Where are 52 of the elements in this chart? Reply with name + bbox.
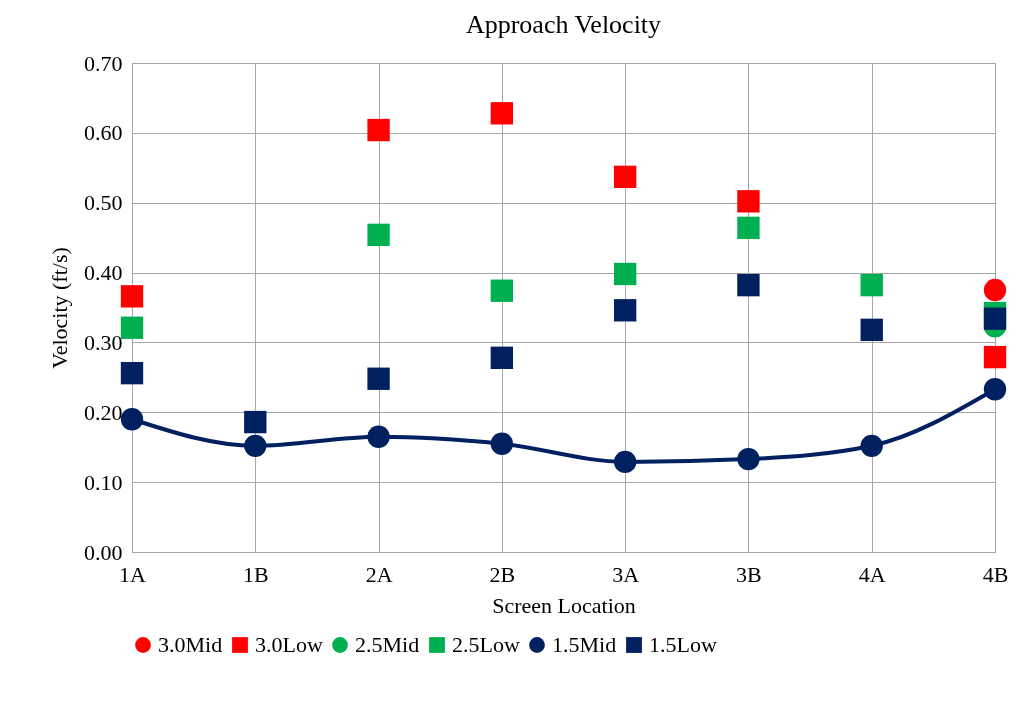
point — [860, 273, 883, 297]
point — [490, 346, 514, 369]
y-tick-label: 0.50 — [84, 190, 123, 216]
point — [737, 273, 760, 297]
y-tick-label: 0.40 — [84, 260, 123, 286]
y-axis-title: Velocity (ft/s) — [47, 247, 72, 369]
legend-label: 3.0Low — [255, 632, 323, 657]
point — [613, 299, 637, 322]
point — [120, 408, 144, 431]
point — [367, 223, 390, 247]
x-tick-label: 3A — [612, 561, 640, 587]
point — [120, 361, 144, 385]
point — [737, 216, 760, 240]
legend-label: 3.0Mid — [158, 632, 223, 657]
point — [613, 450, 637, 474]
y-tick-label: 0.60 — [84, 120, 123, 146]
legend-label: 2.5Low — [452, 632, 520, 657]
x-tick-label: 2A — [365, 561, 393, 587]
point — [860, 434, 883, 457]
y-tick-label: 0.70 — [84, 50, 123, 76]
point — [860, 318, 883, 342]
point — [120, 285, 144, 308]
x-tick-label: 3B — [736, 561, 762, 587]
point — [367, 367, 390, 390]
x-tick-label: 4A — [858, 561, 886, 587]
point — [490, 279, 514, 302]
point — [613, 165, 637, 189]
y-tick-label: 0.10 — [84, 469, 123, 495]
point — [737, 190, 760, 213]
point — [490, 432, 514, 455]
point — [244, 434, 267, 457]
x-tick-label: 4B — [982, 561, 1009, 587]
point — [983, 307, 1007, 330]
point — [367, 425, 390, 448]
point — [613, 262, 637, 286]
legend-label: 2.5Mid — [355, 632, 420, 657]
point — [120, 316, 144, 339]
y-tick-label: 0.30 — [84, 329, 123, 355]
point — [244, 410, 267, 434]
point — [367, 118, 390, 142]
legend-label: 1.5Mid — [552, 632, 617, 657]
point — [983, 378, 1007, 401]
x-tick-label: 2B — [489, 561, 516, 587]
point — [490, 102, 514, 125]
x-tick-label: 1B — [242, 561, 269, 587]
legend-label: 1.5Low — [649, 632, 717, 657]
y-tick-label: 0.20 — [84, 399, 123, 425]
point — [983, 278, 1007, 302]
chart-title: Approach Velocity — [465, 10, 662, 39]
point — [983, 345, 1007, 369]
x-axis-title: Screen Location — [492, 592, 636, 618]
point — [737, 447, 760, 471]
